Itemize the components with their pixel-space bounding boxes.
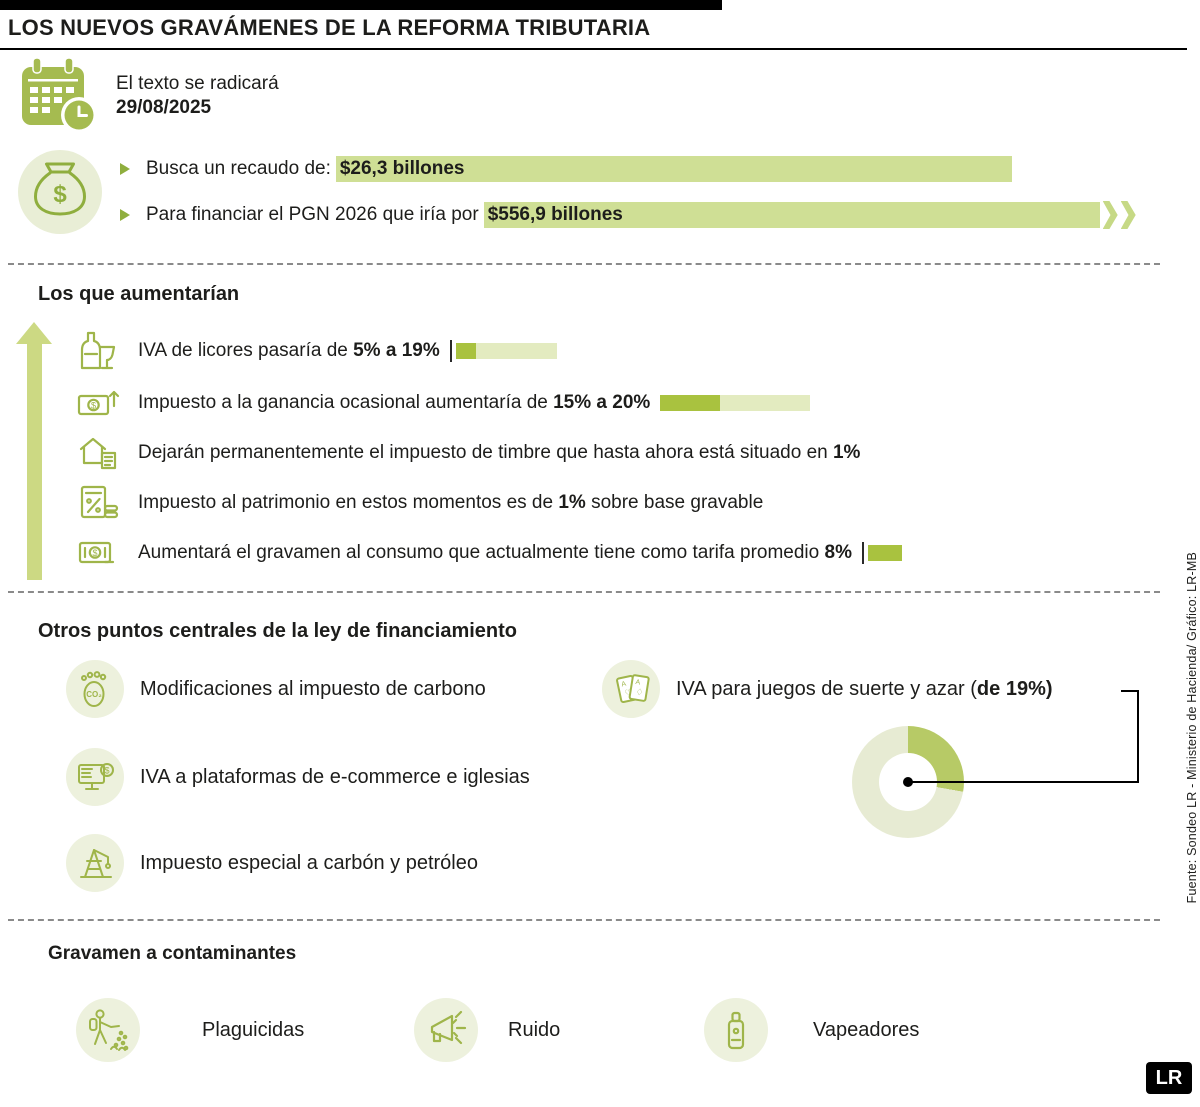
bar-new-rate: [475, 343, 558, 359]
otros-item-petroleo: Impuesto especial a carbón y petróleo: [66, 834, 478, 892]
vape-icon: [704, 998, 768, 1062]
money-bag-icon: $: [16, 148, 104, 241]
separator-dashed: [8, 591, 1160, 593]
svg-text:CO₂: CO₂: [86, 690, 102, 699]
otros-item-label: IVA a plataformas de e-commerce e iglesi…: [140, 765, 530, 788]
up-arrow-icon: [16, 322, 52, 580]
pgn-value: $556,9 billones: [487, 204, 623, 225]
bar-current-rate: [867, 545, 902, 561]
contaminante-vapeadores: Vapeadores: [704, 998, 919, 1062]
svg-text:♢: ♢: [635, 687, 645, 698]
svg-text:$: $: [104, 766, 109, 776]
contaminante-ruido: Ruido: [414, 998, 560, 1062]
increase-item-text: Dejarán permanentemente el impuesto de t…: [138, 442, 861, 463]
recaudo-row: Busca un recaudo de: $26,3 billones: [120, 156, 1012, 182]
bar-new-rate: [720, 395, 811, 411]
recaudo-value: $26,3 billones: [339, 158, 465, 179]
consumption-tax-icon: $: [74, 530, 122, 576]
svg-text:$: $: [91, 401, 96, 411]
svg-text:A: A: [621, 681, 627, 689]
top-black-bar: [0, 0, 722, 10]
filing-date: 29/08/2025: [116, 97, 212, 118]
connector-line: [1121, 690, 1139, 692]
bar-tick: [449, 340, 452, 362]
otros-heading: Otros puntos centrales de la ley de fina…: [38, 620, 518, 642]
increase-item-text: IVA de licores pasaría de 5% a 19%: [138, 340, 440, 361]
increase-item-patrimonio: Impuesto al patrimonio en estos momentos…: [74, 480, 763, 526]
wealth-tax-icon: [74, 480, 122, 526]
contaminantes-heading: Gravamen a contaminantes: [48, 943, 297, 964]
title-rule: [0, 48, 1187, 50]
liquor-icon: [74, 328, 122, 374]
svg-text:A: A: [635, 679, 641, 687]
increase-item-text: Aumentará el gravamen al consumo que act…: [138, 542, 852, 563]
increase-item-consumo: $ Aumentará el gravamen al consumo que a…: [74, 530, 902, 576]
filing-label: El texto se radicará: [116, 73, 279, 94]
pgn-row: Para financiar el PGN 2026 que iría por …: [120, 201, 1136, 229]
bullet-triangle-icon: [120, 209, 130, 221]
contaminante-plaguicidas: Plaguicidas: [76, 998, 304, 1062]
increase-item-text: Impuesto al patrimonio en estos momentos…: [138, 492, 764, 513]
svg-text:$: $: [92, 548, 97, 558]
pgn-label: Para financiar el PGN 2026 que iría por: [146, 204, 479, 225]
contaminante-label: Ruido: [508, 1018, 561, 1041]
otros-item-carbono: CO₂ Modificaciones al impuesto de carbon…: [66, 660, 486, 718]
page-title: LOS NUEVOS GRAVÁMENES DE LA REFORMA TRIB…: [8, 15, 651, 40]
separator-dashed: [8, 263, 1160, 265]
recaudo-value-highlight: $26,3 billones: [335, 156, 1012, 182]
megaphone-icon: [414, 998, 478, 1062]
otros-item-juegos: A ♡ A ♢ IVA para juegos de suerte y azar…: [602, 660, 1053, 718]
lr-logo: LR: [1146, 1062, 1192, 1094]
svg-text:$: $: [53, 181, 67, 208]
increase-item-text: Impuesto a la ganancia ocasional aumenta…: [138, 392, 651, 413]
increase-item-ganancia: $ Impuesto a la ganancia ocasional aumen…: [74, 380, 811, 426]
source-credit: Fuente: Sondeo LR - Ministerio de Hacien…: [1185, 552, 1199, 904]
donut-center-dot: [903, 777, 913, 787]
otros-item-label: Modificaciones al impuesto de carbono: [140, 677, 486, 700]
increase-item-timbre: Dejarán permanentemente el impuesto de t…: [74, 430, 860, 476]
increase-item-licores: IVA de licores pasaría de 5% a 19%: [74, 328, 558, 374]
contaminante-label: Plaguicidas: [202, 1018, 305, 1041]
increases-heading: Los que aumentarían: [38, 283, 240, 305]
bar-old-rate: [660, 395, 721, 411]
otros-item-ecommerce: $ IVA a plataformas de e-commerce e igle…: [66, 748, 530, 806]
juegos-label: IVA para juegos de suerte y azar (de 19%…: [676, 677, 1053, 700]
stamp-tax-icon: [74, 430, 122, 476]
otros-item-label: Impuesto especial a carbón y petróleo: [140, 851, 478, 874]
connector-line: [911, 781, 1139, 783]
capital-gain-icon: $: [74, 380, 122, 426]
ecommerce-icon: $: [66, 748, 124, 806]
bar-old-rate: [455, 343, 476, 359]
contaminante-label: Vapeadores: [813, 1018, 920, 1041]
chevron-right-icon: [1102, 201, 1118, 229]
bullet-triangle-icon: [120, 163, 130, 175]
separator-dashed: [8, 919, 1160, 921]
connector-line: [1137, 690, 1139, 783]
recaudo-label: Busca un recaudo de:: [146, 158, 331, 179]
bar-tick: [861, 542, 864, 564]
svg-text:♡: ♡: [624, 687, 634, 698]
pesticide-sprayer-icon: [76, 998, 140, 1062]
calendar-clock-icon: [16, 54, 102, 145]
chevron-right-icon: [1120, 201, 1136, 229]
carbon-footprint-icon: CO₂: [66, 660, 124, 718]
pgn-value-highlight: $556,9 billones: [483, 202, 1100, 228]
oil-pump-icon: [66, 834, 124, 892]
playing-cards-icon: A ♡ A ♢: [602, 660, 660, 718]
